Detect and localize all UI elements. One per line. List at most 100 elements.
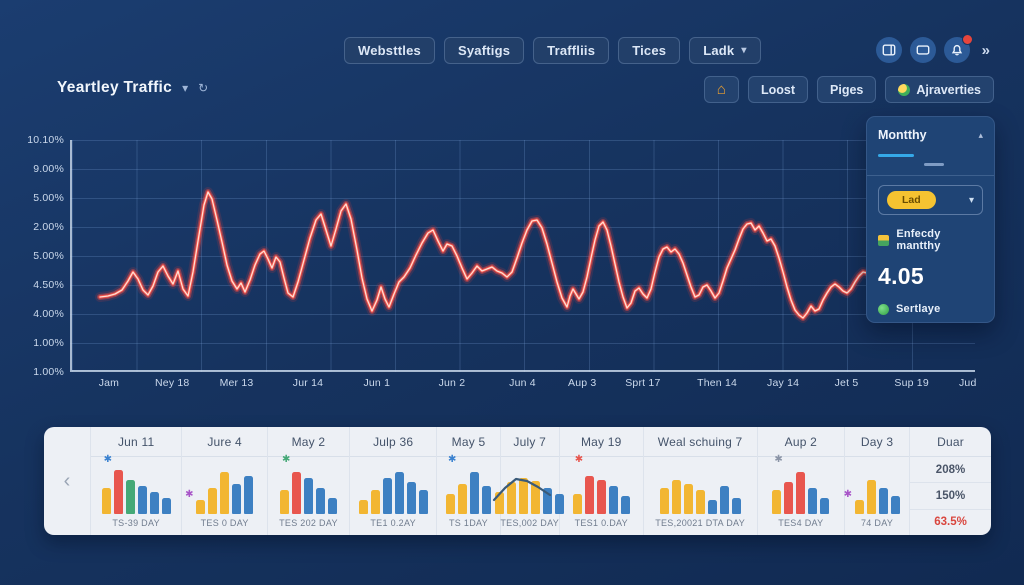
sparkle-icon: ✱ — [843, 489, 852, 500]
strip-column: May 5 ✱ TS 1DAY — [436, 427, 500, 535]
day-card[interactable]: ✱ TES 202 DAY — [268, 455, 349, 535]
title-chevron-down-icon[interactable]: ▾ — [182, 81, 189, 95]
mini-bar — [137, 486, 147, 514]
day-card-label: TS 1DAY — [449, 518, 488, 528]
mini-bar — [543, 488, 553, 514]
nav-tab-ladk[interactable]: Ladk ▾ — [689, 37, 761, 64]
strip-column-header: May 2 — [267, 427, 349, 457]
mini-bar — [854, 500, 864, 514]
mini-bar — [382, 478, 392, 514]
mini-bar — [572, 494, 582, 514]
mini-bar — [327, 498, 337, 514]
day-card[interactable]: TES,20021 DTA DAY — [644, 457, 757, 535]
strip-column-header: Julp 36 — [349, 427, 437, 457]
mini-bar — [101, 488, 111, 514]
panel-item-frequency[interactable]: Enfecdy mantthy — [878, 228, 983, 252]
nav-tab-tices[interactable]: Tices — [618, 37, 681, 64]
percent-value: 208% — [910, 457, 991, 484]
strip-column: Weal schuing 7 TES,20021 DTA DAY — [642, 427, 757, 535]
day-card-label: TES1 0.DAY — [574, 518, 628, 528]
strip-column: May 2 ✱ TES 202 DAY — [266, 427, 349, 535]
display-button[interactable] — [909, 37, 936, 63]
legend-dash-primary — [878, 154, 914, 157]
panel-toggle-button[interactable] — [875, 37, 902, 63]
y-axis-tick: 4.50% — [33, 279, 64, 291]
day-card[interactable]: ✱ 74 DAY — [843, 457, 909, 535]
panel-chevron-up-icon[interactable]: ▴ — [978, 129, 983, 140]
mini-bar-chart — [358, 466, 428, 514]
day-card-label: TES4 DAY — [778, 518, 824, 528]
notification-badge — [961, 34, 973, 45]
strip-back-chevron[interactable]: ‹ — [63, 469, 71, 492]
nav-tab-websttles[interactable]: Websttles — [344, 37, 435, 64]
mini-bar — [232, 484, 242, 514]
nav-tab-syaftigs[interactable]: Syaftigs — [443, 37, 525, 64]
notifications-button[interactable] — [943, 34, 973, 63]
mini-bar — [507, 482, 517, 514]
mini-bar — [481, 486, 491, 514]
mini-bar — [125, 480, 135, 514]
strip-column: May 19 ✱ TES1 0.DAY — [558, 427, 643, 535]
mini-bar — [784, 482, 794, 514]
x-axis-tick: Ney 18 — [155, 377, 190, 389]
day-card[interactable]: ✱ TS 1DAY — [437, 455, 499, 535]
strip-column-header: Day 3 — [845, 427, 910, 457]
mini-bar — [406, 482, 416, 514]
mini-bar — [531, 481, 541, 514]
mini-bar — [890, 496, 900, 514]
x-axis-tick: Jun 4 — [509, 377, 536, 389]
mini-bar-chart: ✱ — [445, 455, 491, 514]
strip-column: Day 3 ✱ 74 DAY — [843, 427, 910, 535]
overflow-chevron[interactable]: » — [981, 41, 990, 59]
day-card[interactable]: ✱ TES4 DAY — [758, 455, 845, 535]
mini-bar — [161, 498, 171, 514]
day-card[interactable]: TES,002 DAY — [493, 457, 565, 535]
header-button-ajraverties[interactable]: Ajraverties — [885, 76, 994, 103]
home-icon: ⌂ — [716, 81, 726, 98]
day-card[interactable]: ✱ TES1 0.DAY — [560, 455, 643, 535]
page-header: Yeartley Traffic ▾ ↻ — [57, 79, 208, 97]
strip-column-header: Weal schuing 7 — [643, 427, 757, 457]
mini-bar — [244, 476, 254, 514]
day-card-label: 74 DAY — [861, 518, 894, 528]
dropdown-chevron-down-icon: ▾ — [968, 194, 974, 206]
mini-bar — [683, 484, 693, 514]
mini-bar — [707, 500, 717, 514]
strip-column-header: Jun 11 — [91, 427, 182, 457]
strip-column: Aup 2 ✱ TES4 DAY — [756, 427, 845, 535]
header-button-piges[interactable]: Piges — [817, 76, 877, 103]
strip-column-header: May 5 — [437, 427, 500, 457]
panel-item-status[interactable]: Sertlaye — [878, 303, 983, 315]
y-axis-tick: 10.10% — [27, 134, 64, 146]
mini-bar-chart: ✱ — [185, 466, 254, 514]
strip-column: Jure 4 ✱ TES 0 DAY — [181, 427, 267, 535]
page-title: Yeartley Traffic — [57, 79, 173, 96]
header-button-loost[interactable]: Loost — [747, 76, 809, 103]
chevron-down-icon: ▾ — [741, 45, 747, 56]
y-axis-tick: 2.00% — [33, 221, 64, 233]
mini-bar-chart: ✱ — [772, 455, 830, 514]
nav-tab-traffliis[interactable]: Traffliis — [533, 37, 610, 64]
mini-bar — [469, 472, 479, 514]
y-axis-tick: 1.00% — [33, 366, 64, 378]
sidebar-icon — [882, 44, 896, 56]
y-axis-tick: 4.00% — [33, 308, 64, 320]
refresh-icon[interactable]: ↻ — [198, 81, 209, 95]
bell-icon — [951, 44, 962, 56]
mini-bar — [519, 478, 529, 514]
mini-bar — [555, 494, 565, 514]
daily-summary-strip: ‹ Jun 11 ✱ TS-39 DAY Jure 4 ✱ TES 0 DAY May 2 ✱… — [44, 427, 991, 535]
period-dropdown[interactable]: Lad ▾ — [878, 185, 983, 215]
monthly-panel: Montthy ▴ Lad ▾ Enfecdy mantthy 4.05 Ser… — [866, 116, 995, 323]
green-status-icon — [878, 303, 889, 315]
day-card[interactable]: TE1 0.2AY — [350, 457, 437, 535]
mini-bar-chart — [659, 466, 741, 514]
mini-bar-chart: ✱ — [572, 455, 630, 514]
mini-bar — [620, 496, 630, 514]
strip-columns: Jun 11 ✱ TS-39 DAY Jure 4 ✱ TES 0 DAY May 2 ✱ TE… — [90, 427, 991, 535]
day-card[interactable]: ✱ TS-39 DAY — [91, 455, 181, 535]
mini-bar — [719, 486, 729, 514]
home-button[interactable]: ⌂ — [703, 76, 739, 103]
x-axis-tick: Sprt 17 — [625, 377, 661, 389]
day-card[interactable]: ✱ TES 0 DAY — [182, 457, 267, 535]
